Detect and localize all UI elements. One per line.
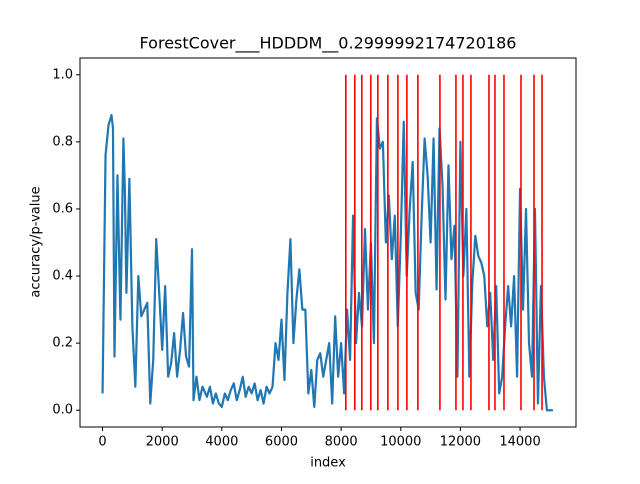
- data-line: [101, 113, 553, 412]
- y-tick-label: 0.4: [52, 269, 73, 284]
- x-axis-label: index: [310, 456, 346, 471]
- y-tick-label: 1.0: [52, 67, 73, 82]
- x-tick-label: 2000: [146, 435, 179, 450]
- x-tick-label: 10000: [380, 435, 421, 450]
- y-tick-label: 0.6: [52, 201, 73, 216]
- y-tick-label: 0.0: [52, 403, 73, 418]
- x-tick-label: 14000: [499, 435, 540, 450]
- y-axis-label: accuracy/p-value: [29, 186, 44, 297]
- chart-title: ForestCover___HDDDM__0.2999992174720186: [140, 34, 517, 54]
- y-tick-label: 0.2: [52, 336, 73, 351]
- x-tick-label: 6000: [265, 435, 298, 450]
- x-tick-label: 8000: [325, 435, 358, 450]
- axes-frame: [79, 57, 577, 428]
- x-tick-label: 12000: [440, 435, 481, 450]
- x-tick-label: 0: [98, 435, 106, 450]
- x-tick-label: 4000: [205, 435, 238, 450]
- y-tick-label: 0.8: [52, 134, 73, 149]
